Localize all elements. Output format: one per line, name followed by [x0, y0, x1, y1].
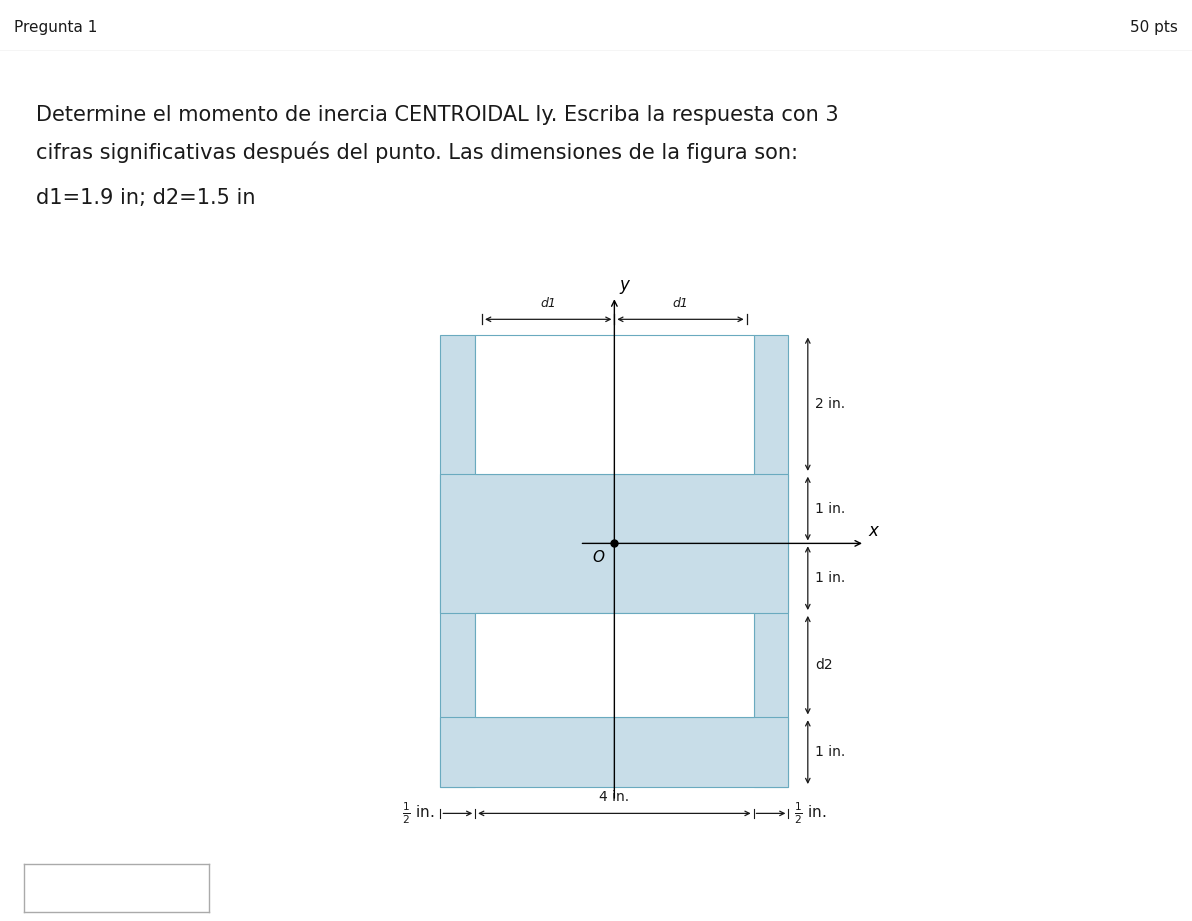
Text: $\frac{1}{2}$ in.: $\frac{1}{2}$ in.: [402, 800, 435, 826]
Text: 50 pts: 50 pts: [1130, 20, 1178, 35]
Text: cifras significativas después del punto. Las dimensiones de la figura son:: cifras significativas después del punto.…: [36, 141, 797, 163]
Bar: [440, 717, 788, 787]
Text: 4 in.: 4 in.: [600, 790, 629, 804]
Text: Determine el momento de inercia CENTROIDAL Iy. Escriba la respuesta con 3: Determine el momento de inercia CENTROID…: [36, 105, 838, 125]
Text: $\frac{1}{2}$ in.: $\frac{1}{2}$ in.: [794, 800, 826, 826]
Text: d1=1.9 in; d2=1.5 in: d1=1.9 in; d2=1.5 in: [36, 188, 255, 208]
Text: 1 in.: 1 in.: [815, 502, 845, 516]
Text: d2: d2: [815, 659, 832, 672]
Text: O: O: [592, 551, 604, 565]
Text: y: y: [619, 276, 629, 295]
Text: d1: d1: [540, 297, 557, 310]
Text: 1 in.: 1 in.: [815, 571, 845, 585]
Text: d1: d1: [672, 297, 689, 310]
Bar: [476, 334, 753, 473]
Bar: [476, 613, 753, 717]
Text: 1 in.: 1 in.: [815, 745, 845, 759]
Text: 2 in.: 2 in.: [815, 397, 845, 411]
Bar: [440, 334, 476, 787]
Bar: [753, 334, 788, 787]
Bar: [440, 473, 788, 613]
Text: x: x: [868, 522, 879, 540]
Text: Pregunta 1: Pregunta 1: [14, 20, 98, 35]
